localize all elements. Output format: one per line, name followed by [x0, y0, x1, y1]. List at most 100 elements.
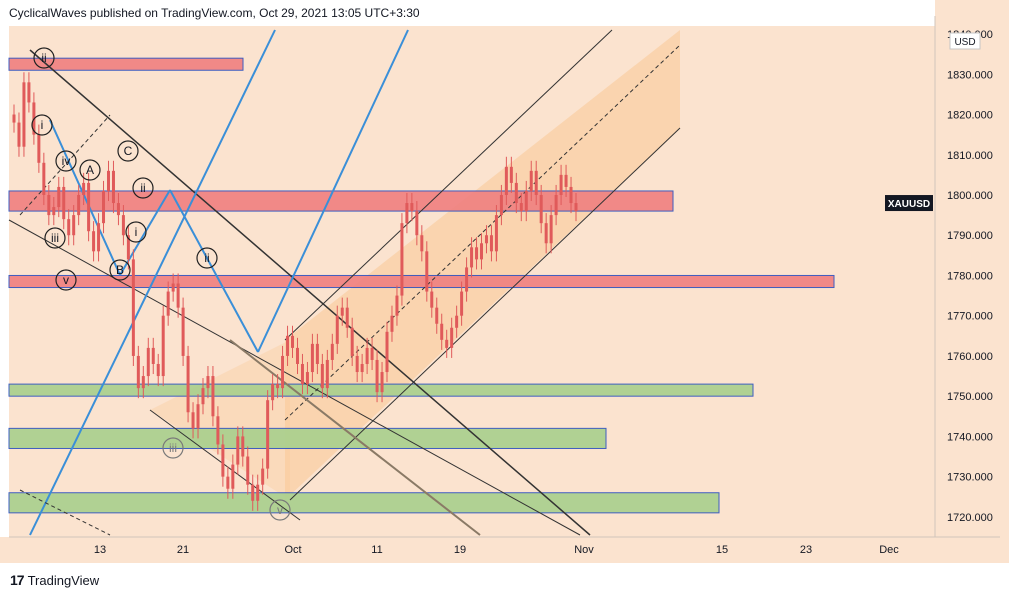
candle-body: [92, 231, 96, 252]
x-tick-label: 15: [716, 544, 728, 556]
x-tick-label: Dec: [879, 544, 899, 556]
candle-body: [116, 203, 120, 216]
candle-body: [430, 291, 434, 308]
candle-body: [251, 484, 255, 501]
wave-label-i: i: [41, 118, 44, 132]
candle-body: [201, 388, 205, 405]
candle-body: [102, 190, 106, 224]
wave-label-ii: ii: [41, 51, 46, 65]
candle-body: [375, 359, 379, 393]
x-tick-label: Nov: [574, 544, 594, 556]
candle-body: [82, 182, 86, 195]
candle-body: [365, 347, 369, 364]
candle-body: [524, 190, 528, 212]
wave-label-ii: ii: [140, 181, 145, 195]
currency-label: USD: [954, 37, 975, 48]
candle-body: [141, 376, 145, 389]
wave-label-circle: [117, 140, 139, 162]
candle-body: [271, 384, 275, 401]
candle-body: [266, 400, 270, 469]
candle-body: [241, 436, 245, 457]
wave-label-iii: iii: [51, 231, 59, 245]
brown-trend-line: [229, 339, 481, 536]
candle-body: [226, 476, 230, 489]
candle-body: [12, 114, 16, 123]
candle-body: [320, 363, 324, 389]
candle-body: [569, 186, 573, 204]
candle-body: [380, 372, 384, 393]
candle-body: [514, 182, 518, 204]
symbol-price-label: XAUUSD: [888, 199, 930, 210]
y-tick-label: 1760.000: [947, 351, 993, 363]
candle-body: [325, 359, 329, 389]
candle-body: [455, 315, 459, 328]
wave-label-circle: [44, 227, 66, 249]
candle-body: [340, 307, 344, 316]
wave-label-circle: [196, 247, 218, 269]
candle-body: [176, 283, 180, 308]
currency-box: [949, 32, 981, 50]
wave-label-circle: [269, 499, 291, 521]
blue-wave-line-1: [49, 119, 121, 276]
candle-body: [77, 194, 81, 216]
x-tick-label: 21: [177, 544, 189, 556]
blue-fan-line-2: [257, 29, 409, 353]
candle-body: [489, 235, 493, 252]
candle-body: [166, 291, 170, 316]
wave-label-circle: [55, 150, 77, 172]
wave-label-circle: [55, 269, 77, 291]
candle-body: [480, 243, 484, 260]
candle-body: [554, 194, 558, 216]
y-tick-label: 1730.000: [947, 472, 993, 484]
dashed-lower-line: [19, 489, 111, 536]
candle-body: [216, 416, 220, 445]
candle-body: [146, 347, 150, 377]
candle-body: [400, 223, 404, 296]
candle-body: [395, 295, 399, 316]
x-tick-label: 19: [454, 544, 466, 556]
candle-body: [181, 307, 185, 356]
candle-body: [450, 327, 454, 348]
wave-label-circle: [33, 47, 55, 69]
y-tick-label: 1830.000: [947, 69, 993, 81]
resistance-zone-2: [8, 274, 835, 289]
candle-body: [231, 464, 235, 489]
candle-body: [539, 194, 543, 224]
candle-body: [305, 372, 309, 385]
candle-body: [221, 444, 225, 477]
wave-label-circle: [132, 177, 154, 199]
candle-body: [470, 247, 474, 268]
dashed-upper-line: [19, 114, 111, 216]
tradingview-footer[interactable]: 17 TradingView: [10, 572, 99, 588]
candle-body: [310, 343, 314, 373]
candle-body: [17, 122, 21, 147]
candle-body: [281, 355, 285, 389]
candle-body: [276, 384, 280, 389]
candle-body: [291, 335, 295, 348]
candle-body: [246, 456, 250, 485]
x-tick-label: 23: [800, 544, 812, 556]
candle-body: [559, 174, 563, 195]
candle-body: [27, 82, 31, 103]
wave-label-B: B: [116, 263, 124, 277]
candle-body: [534, 170, 538, 195]
candle-body: [475, 247, 479, 260]
channel-upper: [284, 29, 613, 341]
candle-body: [330, 343, 334, 360]
publish-info: CyclicalWaves published on TradingView.c…: [9, 6, 420, 20]
candle-body: [445, 339, 449, 348]
candle-body: [87, 182, 91, 232]
candle-body: [494, 215, 498, 252]
candle-body: [360, 363, 364, 373]
x-tick-label: 13: [94, 544, 106, 556]
y-tick-label: 1720.000: [947, 512, 993, 524]
candle-body: [136, 355, 140, 389]
candle-body: [131, 259, 135, 356]
candle-body: [106, 170, 110, 191]
candle-body: [465, 267, 469, 292]
candle-body: [156, 363, 160, 377]
y-tick-label: 1740.000: [947, 431, 993, 443]
candle-body: [350, 327, 354, 356]
